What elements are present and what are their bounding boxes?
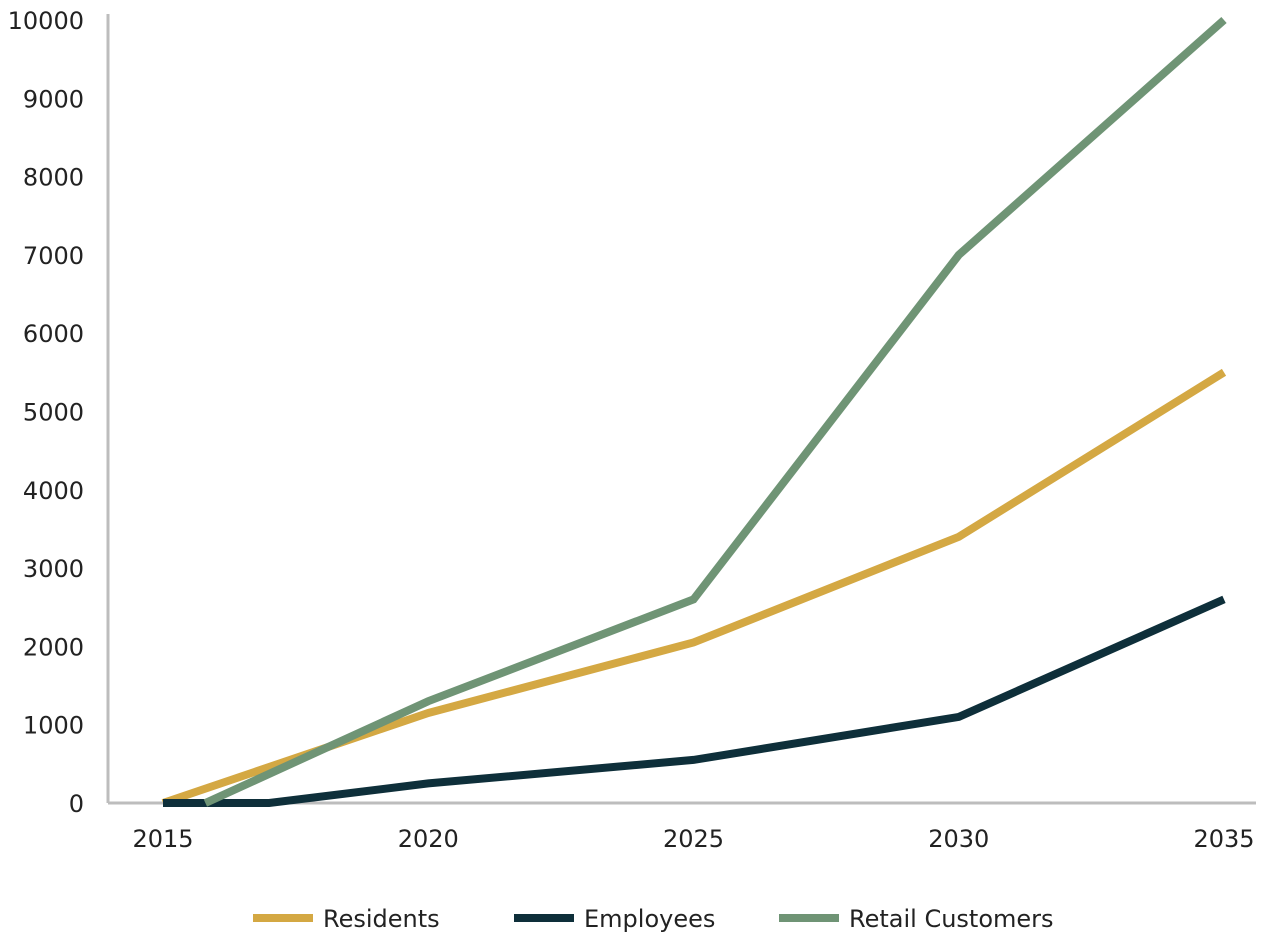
x-tick-labels: 2015 2020 2025 2030 2035 bbox=[132, 825, 1254, 853]
x-tick-label: 2020 bbox=[398, 825, 459, 853]
y-tick-label: 4000 bbox=[23, 477, 84, 505]
y-tick-label: 5000 bbox=[23, 399, 84, 427]
y-tick-label: 1000 bbox=[23, 712, 84, 740]
y-tick-label: 2000 bbox=[23, 633, 84, 661]
legend-label-employees: Employees bbox=[584, 905, 715, 933]
y-tick-label: 7000 bbox=[23, 242, 84, 270]
legend-label-residents: Residents bbox=[323, 905, 440, 933]
axes bbox=[106, 14, 1256, 805]
series-lines bbox=[161, 17, 1227, 807]
y-tick-label: 0 bbox=[69, 790, 84, 818]
series-line-employees bbox=[163, 595, 1226, 807]
legend-label-retail-customers: Retail Customers bbox=[849, 905, 1054, 933]
legend: Residents Employees Retail Customers bbox=[253, 905, 1054, 933]
y-tick-label: 3000 bbox=[23, 555, 84, 583]
y-tick-label: 6000 bbox=[23, 320, 84, 348]
x-tick-label: 2030 bbox=[928, 825, 989, 853]
x-tick-label: 2015 bbox=[132, 825, 193, 853]
y-tick-label: 10000 bbox=[8, 7, 84, 35]
series-line-retail-customers bbox=[203, 17, 1227, 807]
series-line-residents bbox=[161, 368, 1227, 807]
y-tick-label: 9000 bbox=[23, 85, 84, 113]
y-tick-label: 8000 bbox=[23, 164, 84, 192]
x-tick-label: 2025 bbox=[663, 825, 724, 853]
x-tick-label: 2035 bbox=[1193, 825, 1254, 853]
y-tick-labels: 0 1000 2000 3000 4000 5000 6000 7000 8000 9000 100… bbox=[8, 7, 84, 818]
